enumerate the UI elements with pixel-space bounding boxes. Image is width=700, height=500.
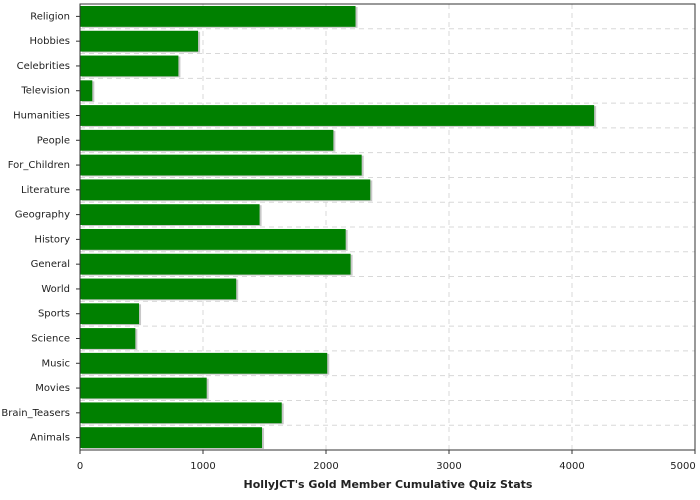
y-tick-label: History: [34, 234, 70, 245]
bar: [80, 179, 371, 201]
y-tick-label: Science: [31, 334, 70, 345]
bar: [80, 427, 263, 449]
y-tick-label: Sports: [38, 309, 70, 320]
y-tick-label: People: [37, 135, 70, 146]
y-tick-label: Literature: [21, 185, 70, 196]
x-tick-label: 5000: [670, 461, 695, 472]
y-tick-label: Celebrities: [17, 61, 70, 72]
y-tick-label: Geography: [15, 210, 70, 221]
bar: [80, 105, 595, 126]
bar: [80, 55, 179, 77]
y-tick-label: Religion: [30, 11, 70, 22]
x-tick-label: 0: [77, 461, 83, 472]
y-tick-label: Television: [20, 86, 70, 97]
bar: [80, 278, 237, 300]
bar: [80, 228, 346, 250]
bar: [80, 352, 328, 374]
y-tick-label: Humanities: [13, 111, 70, 122]
x-tick-label: 1000: [190, 461, 215, 472]
bar: [80, 5, 356, 27]
y-tick-label: Animals: [30, 433, 70, 444]
bar: [80, 303, 140, 325]
bar: [80, 30, 199, 52]
plot-frame: [79, 3, 696, 451]
x-tick-label: 4000: [559, 461, 584, 472]
x-tick-label: 3000: [436, 461, 461, 472]
y-tick-label: Brain_Teasers: [1, 408, 70, 419]
bar: [80, 204, 260, 226]
bar: [80, 377, 207, 399]
bar: [80, 328, 136, 349]
x-tick-label: 2000: [313, 461, 338, 472]
bar: [80, 80, 93, 102]
bar: [80, 129, 334, 151]
bar: [80, 253, 351, 275]
y-tick-label: Music: [42, 358, 70, 369]
y-tick-label: World: [41, 284, 70, 295]
y-tick-label: Hobbies: [30, 36, 70, 47]
y-tick-label: General: [31, 259, 70, 270]
bar: [80, 154, 362, 176]
y-tick-label: Movies: [35, 383, 70, 394]
x-axis-title: HollyJCT's Gold Member Cumulative Quiz S…: [244, 478, 533, 491]
y-tick-label: For_Children: [8, 160, 70, 171]
bar: [80, 402, 282, 424]
